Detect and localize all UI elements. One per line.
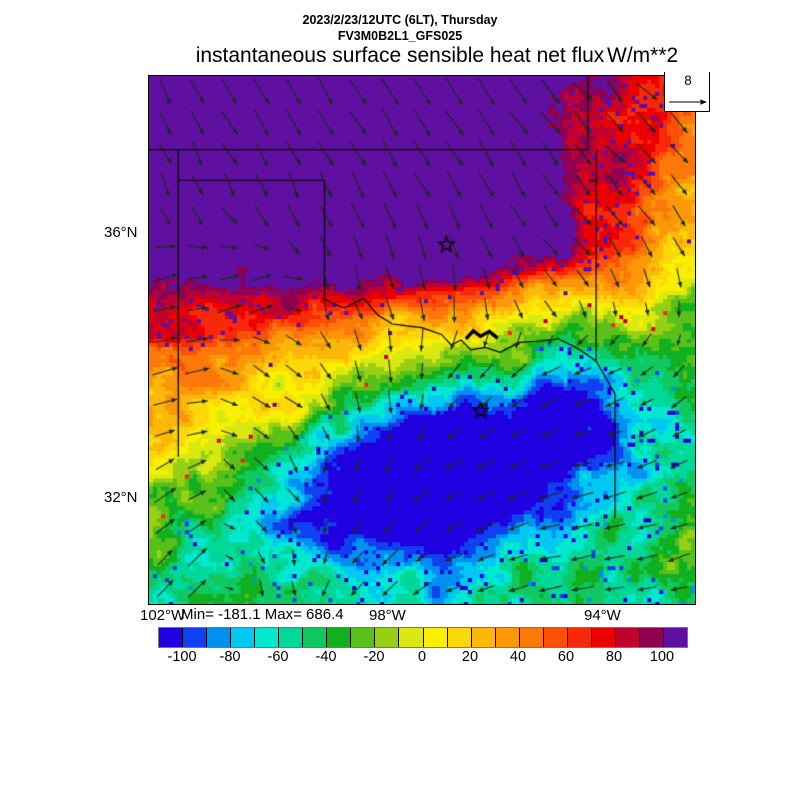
colorbar-tick-labels: -100 -80 -60 -40 -20 0 20 40 60 80 100 [158, 649, 686, 669]
colorbar [158, 627, 688, 648]
colorbar-swatch [231, 628, 256, 647]
colorbar-swatch [591, 628, 616, 647]
lat-tick-36n: 36°N [104, 224, 138, 241]
colorbar-swatch [375, 628, 400, 647]
map-plot-area[interactable] [148, 75, 696, 605]
colorbar-tick: -40 [315, 649, 337, 665]
colorbar-swatch [303, 628, 328, 647]
colorbar-swatch [519, 628, 544, 647]
colorbar-swatch [567, 628, 592, 647]
arrow-right-icon [669, 99, 707, 105]
colorbar-tick: 100 [649, 649, 675, 665]
colorbar-swatch [255, 628, 280, 647]
lon-tick-94w: 94°W [584, 607, 621, 624]
colorbar-swatch [471, 628, 496, 647]
heatmap-canvas [149, 76, 695, 604]
colorbar-swatch [639, 628, 664, 647]
colorbar-swatch [615, 628, 640, 647]
colorbar-swatch [399, 628, 424, 647]
colorbar-tick: 40 [509, 649, 527, 665]
colorbar-swatch [663, 628, 688, 647]
colorbar-tick: 60 [557, 649, 575, 665]
colorbar-tick: 80 [605, 649, 623, 665]
colorbar-swatch [183, 628, 208, 647]
colorbar-swatch [327, 628, 352, 647]
colorbar-tick: -20 [363, 649, 385, 665]
page-title: instantaneous surface sensible heat net … [195, 44, 605, 67]
colorbar-swatch [159, 628, 184, 647]
colorbar-tick: 20 [461, 649, 479, 665]
colorbar-swatch [423, 628, 448, 647]
lon-tick-102w: 102°W [140, 607, 186, 624]
colorbar-swatch [351, 628, 376, 647]
lon-tick-98w: 98°W [369, 607, 406, 624]
units-label: W/m**2 [607, 44, 679, 67]
colorbar-tick: 0 [417, 649, 427, 665]
colorbar-swatch [447, 628, 472, 647]
lat-tick-32n: 32°N [104, 489, 138, 506]
wind-vector-key-value: 8 [684, 73, 692, 88]
colorbar-swatch [279, 628, 304, 647]
wind-vector-key: 8 [664, 72, 710, 112]
colorbar-swatch [543, 628, 568, 647]
colorbar-swatch [207, 628, 232, 647]
header-model-id: FV3M0B2L1_GFS025 [337, 29, 463, 43]
minmax-annotation: Min= -181.1 Max= 686.4 [181, 606, 344, 623]
colorbar-tick: -100 [167, 649, 197, 665]
colorbar-tick: -60 [267, 649, 289, 665]
header-datetime: 2023/2/23/12UTC (6LT), Thursday [302, 13, 498, 27]
colorbar-tick: -80 [219, 649, 241, 665]
colorbar-swatch [495, 628, 520, 647]
